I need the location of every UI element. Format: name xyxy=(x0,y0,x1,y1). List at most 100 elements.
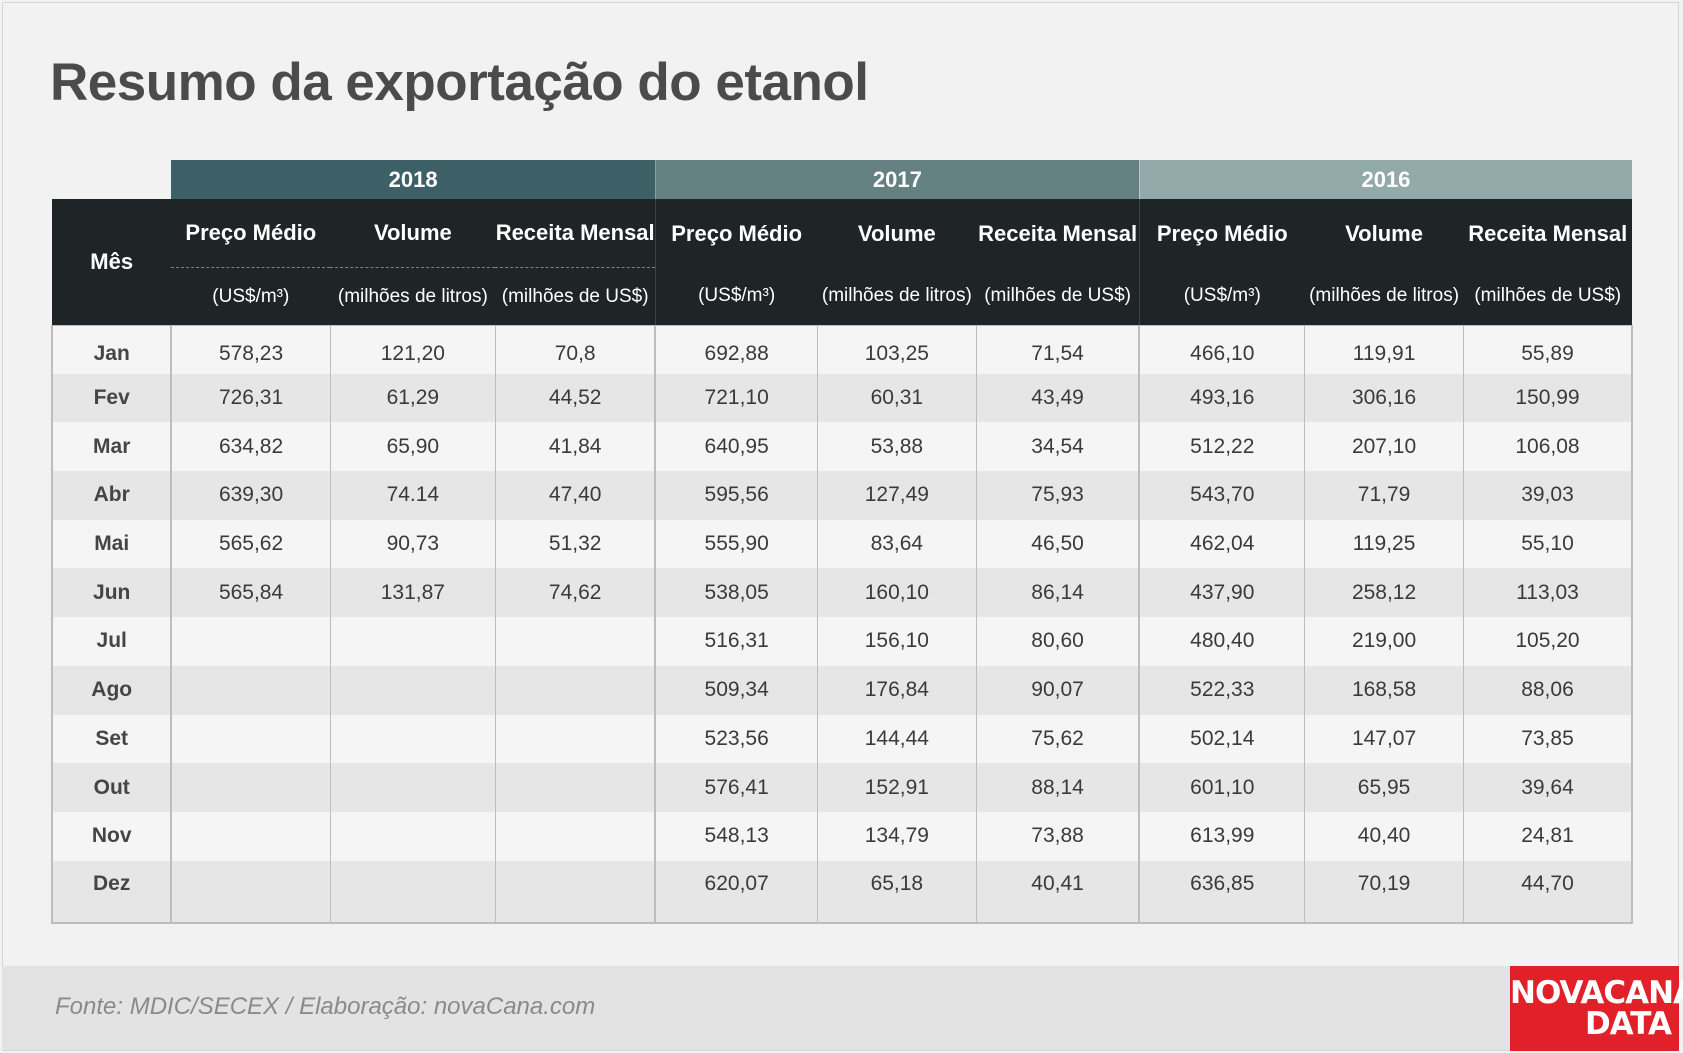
cell-preco-2017: 538,05 xyxy=(654,568,818,618)
novacana-data-logo: NOVACANA DATA xyxy=(1510,966,1683,1051)
cell-receita-2016: 88,06 xyxy=(1462,665,1633,715)
cell-volume-2016: 40,40 xyxy=(1304,811,1464,861)
cell-receita-2016: 44,70 xyxy=(1462,860,1633,924)
cell-volume-2018: 74.14 xyxy=(329,471,496,520)
cell-preco-2017: 516,31 xyxy=(654,617,818,666)
col-unit-preco-2017: (US$/m³) xyxy=(654,267,818,325)
col-header-volume-2016: Volume xyxy=(1304,199,1464,267)
cell-receita-2016: 39,64 xyxy=(1462,763,1633,812)
cell-preco-2017: 509,34 xyxy=(654,665,818,715)
cell-receita-2018 xyxy=(494,714,656,764)
col-unit-receita-2016: (milhões de US$) xyxy=(1463,267,1632,325)
cell-receita-2018: 41,84 xyxy=(494,422,656,472)
cell-receita-2017: 43,49 xyxy=(975,373,1140,423)
col-header-receita-2018: Receita Mensal xyxy=(495,199,656,268)
cell-preco-2017: 548,13 xyxy=(654,811,818,861)
cell-volume-2017: 176,84 xyxy=(816,665,977,715)
cell-volume-2016: 258,12 xyxy=(1304,568,1464,618)
cell-volume-2016: 119,25 xyxy=(1304,519,1464,569)
col-unit-receita-2017: (milhões de US$) xyxy=(976,267,1140,325)
month-cell: Set xyxy=(50,714,172,764)
month-cell: Mar xyxy=(50,422,172,472)
cell-preco-2017: 523,56 xyxy=(654,714,818,764)
month-cell: Abr xyxy=(50,471,172,520)
cell-receita-2018 xyxy=(494,763,656,812)
cell-volume-2017: 65,18 xyxy=(816,860,977,924)
cell-volume-2018 xyxy=(329,763,496,812)
col-unit-preco-2016: (US$/m³) xyxy=(1138,267,1305,325)
cell-volume-2018: 65,90 xyxy=(329,422,496,472)
cell-volume-2018 xyxy=(329,714,496,764)
cell-preco-2018: 565,62 xyxy=(170,519,331,569)
year-header-2017: 2017 xyxy=(654,160,1140,199)
cell-volume-2018 xyxy=(329,860,496,924)
month-cell: Jan xyxy=(50,324,172,374)
cell-volume-2018 xyxy=(329,665,496,715)
table-row: Mar 634,82 65,90 41,84 640,95 53,88 34,54 512,2… xyxy=(50,422,1633,472)
cell-volume-2018: 121,20 xyxy=(329,324,496,374)
cell-preco-2017: 576,41 xyxy=(654,763,818,812)
cell-receita-2017: 88,14 xyxy=(975,763,1140,812)
page-title: Resumo da exportação do etanol xyxy=(50,53,869,112)
col-unit-receita-2018: (milhões de US$) xyxy=(495,267,656,325)
table-body: Jan 578,23 121,20 70,8 692,88 103,25 71,54 466,… xyxy=(50,324,1633,924)
month-cell: Jun xyxy=(50,568,172,618)
export-table: 2018 2017 2016 Mês Preço Médio Volume Re… xyxy=(50,160,1633,924)
cell-volume-2017: 60,31 xyxy=(816,373,977,423)
cell-receita-2017: 90,07 xyxy=(975,665,1140,715)
col-header-volume-2017: Volume xyxy=(817,199,977,267)
cell-preco-2016: 493,16 xyxy=(1138,373,1305,423)
cell-preco-2018: 726,31 xyxy=(170,373,331,423)
cell-volume-2017: 83,64 xyxy=(816,519,977,569)
month-cell: Nov xyxy=(50,811,172,861)
cell-volume-2016: 65,95 xyxy=(1304,763,1464,812)
cell-preco-2018 xyxy=(170,860,331,924)
col-unit-volume-2016: (milhões de litros) xyxy=(1304,267,1464,325)
cell-volume-2017: 127,49 xyxy=(816,471,977,520)
cell-preco-2016: 522,33 xyxy=(1138,665,1305,715)
table-row: Nov 548,13 134,79 73,88 613,99 40,40 24,81 xyxy=(50,811,1633,861)
cell-preco-2016: 512,22 xyxy=(1138,422,1305,472)
cell-preco-2017: 620,07 xyxy=(654,860,818,924)
cell-preco-2018: 565,84 xyxy=(170,568,331,618)
cell-receita-2017: 40,41 xyxy=(975,860,1140,924)
year-header-2018: 2018 xyxy=(171,160,656,199)
cell-receita-2018 xyxy=(494,811,656,861)
cell-volume-2017: 156,10 xyxy=(816,617,977,666)
cell-preco-2016: 543,70 xyxy=(1138,471,1305,520)
cell-preco-2016: 466,10 xyxy=(1138,324,1305,374)
cell-volume-2017: 144,44 xyxy=(816,714,977,764)
logo-line-1: NOVACANA xyxy=(1510,975,1683,1011)
cell-preco-2018 xyxy=(170,617,331,666)
col-unit-preco-2018: (US$/m³) xyxy=(171,267,331,325)
cell-preco-2017: 721,10 xyxy=(654,373,818,423)
cell-receita-2016: 113,03 xyxy=(1462,568,1633,618)
month-cell: Ago xyxy=(50,665,172,715)
cell-volume-2016: 168,58 xyxy=(1304,665,1464,715)
cell-receita-2016: 55,10 xyxy=(1462,519,1633,569)
month-cell: Fev xyxy=(50,373,172,423)
cell-receita-2016: 150,99 xyxy=(1462,373,1633,423)
cell-receita-2018 xyxy=(494,617,656,666)
table-row: Jul 516,31 156,10 80,60 480,40 219,00 105,20 xyxy=(50,617,1633,666)
cell-receita-2018 xyxy=(494,860,656,924)
col-header-volume-2018: Volume xyxy=(330,199,496,268)
cell-volume-2017: 53,88 xyxy=(816,422,977,472)
cell-preco-2018 xyxy=(170,714,331,764)
month-cell: Dez xyxy=(50,860,172,924)
month-cell: Jul xyxy=(50,617,172,666)
footer-bar xyxy=(2,966,1679,1050)
cell-receita-2018: 47,40 xyxy=(494,471,656,520)
cell-receita-2017: 80,60 xyxy=(975,617,1140,666)
cell-preco-2016: 502,14 xyxy=(1138,714,1305,764)
cell-preco-2016: 636,85 xyxy=(1138,860,1305,924)
cell-volume-2018 xyxy=(329,811,496,861)
table-row: Out 576,41 152,91 88,14 601,10 65,95 39,64 xyxy=(50,763,1633,812)
cell-volume-2018: 61,29 xyxy=(329,373,496,423)
cell-preco-2016: 601,10 xyxy=(1138,763,1305,812)
cell-receita-2016: 55,89 xyxy=(1462,324,1633,374)
month-cell: Out xyxy=(50,763,172,812)
col-header-receita-2016: Receita Mensal xyxy=(1463,199,1632,267)
month-cell: Mai xyxy=(50,519,172,569)
